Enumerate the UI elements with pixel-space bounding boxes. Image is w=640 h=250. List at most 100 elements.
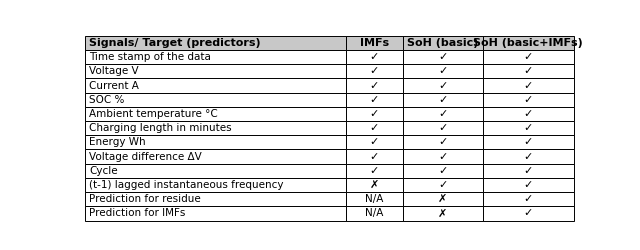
Text: ✓: ✓ [524, 152, 533, 162]
Text: ✓: ✓ [438, 80, 447, 90]
Text: Ambient temperature °C: Ambient temperature °C [89, 109, 218, 119]
Text: Voltage V: Voltage V [89, 66, 138, 76]
Bar [346, 150, 403, 164]
Text: Voltage difference ΔV: Voltage difference ΔV [89, 152, 202, 162]
Text: ✓: ✓ [524, 208, 533, 218]
Text: Cycle: Cycle [89, 166, 118, 176]
Bar [483, 93, 573, 107]
Text: ✓: ✓ [524, 52, 533, 62]
Bar [346, 135, 403, 150]
Text: Prediction for residue: Prediction for residue [89, 194, 201, 204]
Bar [85, 178, 346, 192]
Text: ✓: ✓ [370, 95, 379, 105]
Text: ✓: ✓ [438, 166, 447, 176]
Text: ✓: ✓ [438, 138, 447, 147]
Bar [483, 164, 573, 178]
Bar [85, 150, 346, 164]
Text: ✓: ✓ [438, 180, 447, 190]
Bar [483, 64, 573, 78]
Bar [346, 206, 403, 220]
Bar [403, 36, 483, 50]
Text: Signals/ Target (predictors): Signals/ Target (predictors) [89, 38, 260, 48]
Text: SoH (basic): SoH (basic) [407, 38, 479, 48]
Text: ✓: ✓ [370, 52, 379, 62]
Bar [85, 206, 346, 220]
Text: IMFs: IMFs [360, 38, 389, 48]
Bar [346, 78, 403, 93]
Bar [483, 135, 573, 150]
Text: N/A: N/A [365, 194, 383, 204]
Text: ✓: ✓ [524, 138, 533, 147]
Text: ✓: ✓ [524, 166, 533, 176]
Bar [85, 192, 346, 206]
Bar [403, 107, 483, 121]
Bar [346, 36, 403, 50]
Text: Prediction for IMFs: Prediction for IMFs [89, 208, 186, 218]
Bar [346, 50, 403, 64]
Bar [346, 178, 403, 192]
Text: ✓: ✓ [370, 80, 379, 90]
Bar [85, 93, 346, 107]
Text: SOC %: SOC % [89, 95, 124, 105]
Bar [483, 206, 573, 220]
Bar [85, 36, 346, 50]
Bar [403, 64, 483, 78]
Bar [403, 178, 483, 192]
Text: Time stamp of the data: Time stamp of the data [89, 52, 211, 62]
Text: Energy Wh: Energy Wh [89, 138, 145, 147]
Text: ✓: ✓ [370, 138, 379, 147]
Text: Current A: Current A [89, 80, 139, 90]
Bar [403, 50, 483, 64]
Bar [483, 150, 573, 164]
Text: N/A: N/A [365, 208, 383, 218]
Text: ✗: ✗ [370, 180, 379, 190]
Text: ✗: ✗ [438, 208, 447, 218]
Text: Charging length in minutes: Charging length in minutes [89, 123, 232, 133]
Bar [403, 206, 483, 220]
Text: ✓: ✓ [370, 166, 379, 176]
Bar [483, 192, 573, 206]
Text: ✓: ✓ [438, 109, 447, 119]
Bar [346, 121, 403, 135]
Bar [483, 107, 573, 121]
Bar [483, 36, 573, 50]
Bar [403, 78, 483, 93]
Bar [483, 78, 573, 93]
Bar [85, 107, 346, 121]
Text: ✓: ✓ [438, 95, 447, 105]
Bar [483, 121, 573, 135]
Bar [85, 50, 346, 64]
Bar [85, 135, 346, 150]
Bar [403, 121, 483, 135]
Bar [346, 164, 403, 178]
Bar [346, 192, 403, 206]
Text: (t-1) lagged instantaneous frequency: (t-1) lagged instantaneous frequency [89, 180, 284, 190]
Bar [85, 121, 346, 135]
Text: ✓: ✓ [370, 66, 379, 76]
Bar [403, 135, 483, 150]
Bar [483, 50, 573, 64]
Text: ✗: ✗ [438, 194, 447, 204]
Bar [346, 107, 403, 121]
Bar [346, 64, 403, 78]
Text: ✓: ✓ [524, 80, 533, 90]
Text: ✓: ✓ [524, 194, 533, 204]
Text: ✓: ✓ [370, 109, 379, 119]
Text: ✓: ✓ [438, 52, 447, 62]
Bar [403, 150, 483, 164]
Text: ✓: ✓ [438, 123, 447, 133]
Text: ✓: ✓ [524, 180, 533, 190]
Bar [85, 64, 346, 78]
Bar [346, 93, 403, 107]
Text: ✓: ✓ [370, 152, 379, 162]
Bar [403, 164, 483, 178]
Bar [85, 78, 346, 93]
Text: ✓: ✓ [524, 123, 533, 133]
Bar [403, 192, 483, 206]
Text: ✓: ✓ [370, 123, 379, 133]
Bar [403, 93, 483, 107]
Text: ✓: ✓ [438, 152, 447, 162]
Bar [85, 164, 346, 178]
Text: ✓: ✓ [524, 95, 533, 105]
Text: SoH (basic+IMFs): SoH (basic+IMFs) [474, 38, 583, 48]
